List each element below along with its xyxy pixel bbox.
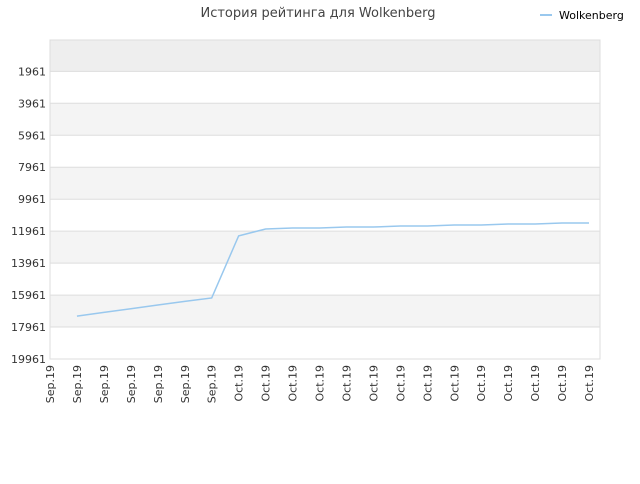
x-tick-label: Sep.19 <box>125 365 138 403</box>
y-tick-label: 5961 <box>18 129 46 142</box>
y-tick-label: 17961 <box>11 321 46 334</box>
x-tick-label: Sep.19 <box>206 365 219 403</box>
y-tick-label: 9961 <box>18 193 46 206</box>
grid-band <box>50 231 600 264</box>
y-tick-label: 1961 <box>18 65 46 78</box>
y-tick-label: 19961 <box>11 353 46 366</box>
x-tick-label: Oct.19 <box>233 365 246 402</box>
x-tick-label: Oct.19 <box>394 365 407 402</box>
x-tick-label: Sep.19 <box>152 365 165 403</box>
x-tick-label: Oct.19 <box>502 365 515 402</box>
x-tick-label: Sep.19 <box>179 365 192 403</box>
x-tick-label: Oct.19 <box>583 365 596 402</box>
x-tick-label: Oct.19 <box>421 365 434 402</box>
grid-band <box>50 167 600 200</box>
legend-label: Wolkenberg <box>559 9 624 22</box>
grid-band <box>50 40 600 72</box>
x-tick-label: Oct.19 <box>287 365 300 402</box>
y-tick-label: 13961 <box>11 257 46 270</box>
x-tick-label: Oct.19 <box>314 365 327 402</box>
x-tick-label: Oct.19 <box>340 365 353 402</box>
grid-band <box>50 295 600 328</box>
x-tick-label: Oct.19 <box>367 365 380 402</box>
y-tick-label: 7961 <box>18 161 46 174</box>
chart-title: История рейтинга для Wolkenberg <box>200 6 435 21</box>
series-line <box>76 222 589 317</box>
x-tick-label: Oct.19 <box>448 365 461 402</box>
x-tick-label: Oct.19 <box>260 365 273 402</box>
x-tick-label: Oct.19 <box>556 365 569 402</box>
grid-band <box>50 103 600 136</box>
x-tick-label: Sep.19 <box>98 365 111 403</box>
y-tick-label: 15961 <box>11 289 46 302</box>
y-tick-label: 3961 <box>18 97 46 110</box>
x-tick-label: Oct.19 <box>475 365 488 402</box>
x-tick-label: Oct.19 <box>529 365 542 402</box>
x-tick-label: Sep.19 <box>44 365 57 403</box>
x-tick-label: Sep.19 <box>71 365 84 403</box>
y-tick-label: 11961 <box>11 225 46 238</box>
